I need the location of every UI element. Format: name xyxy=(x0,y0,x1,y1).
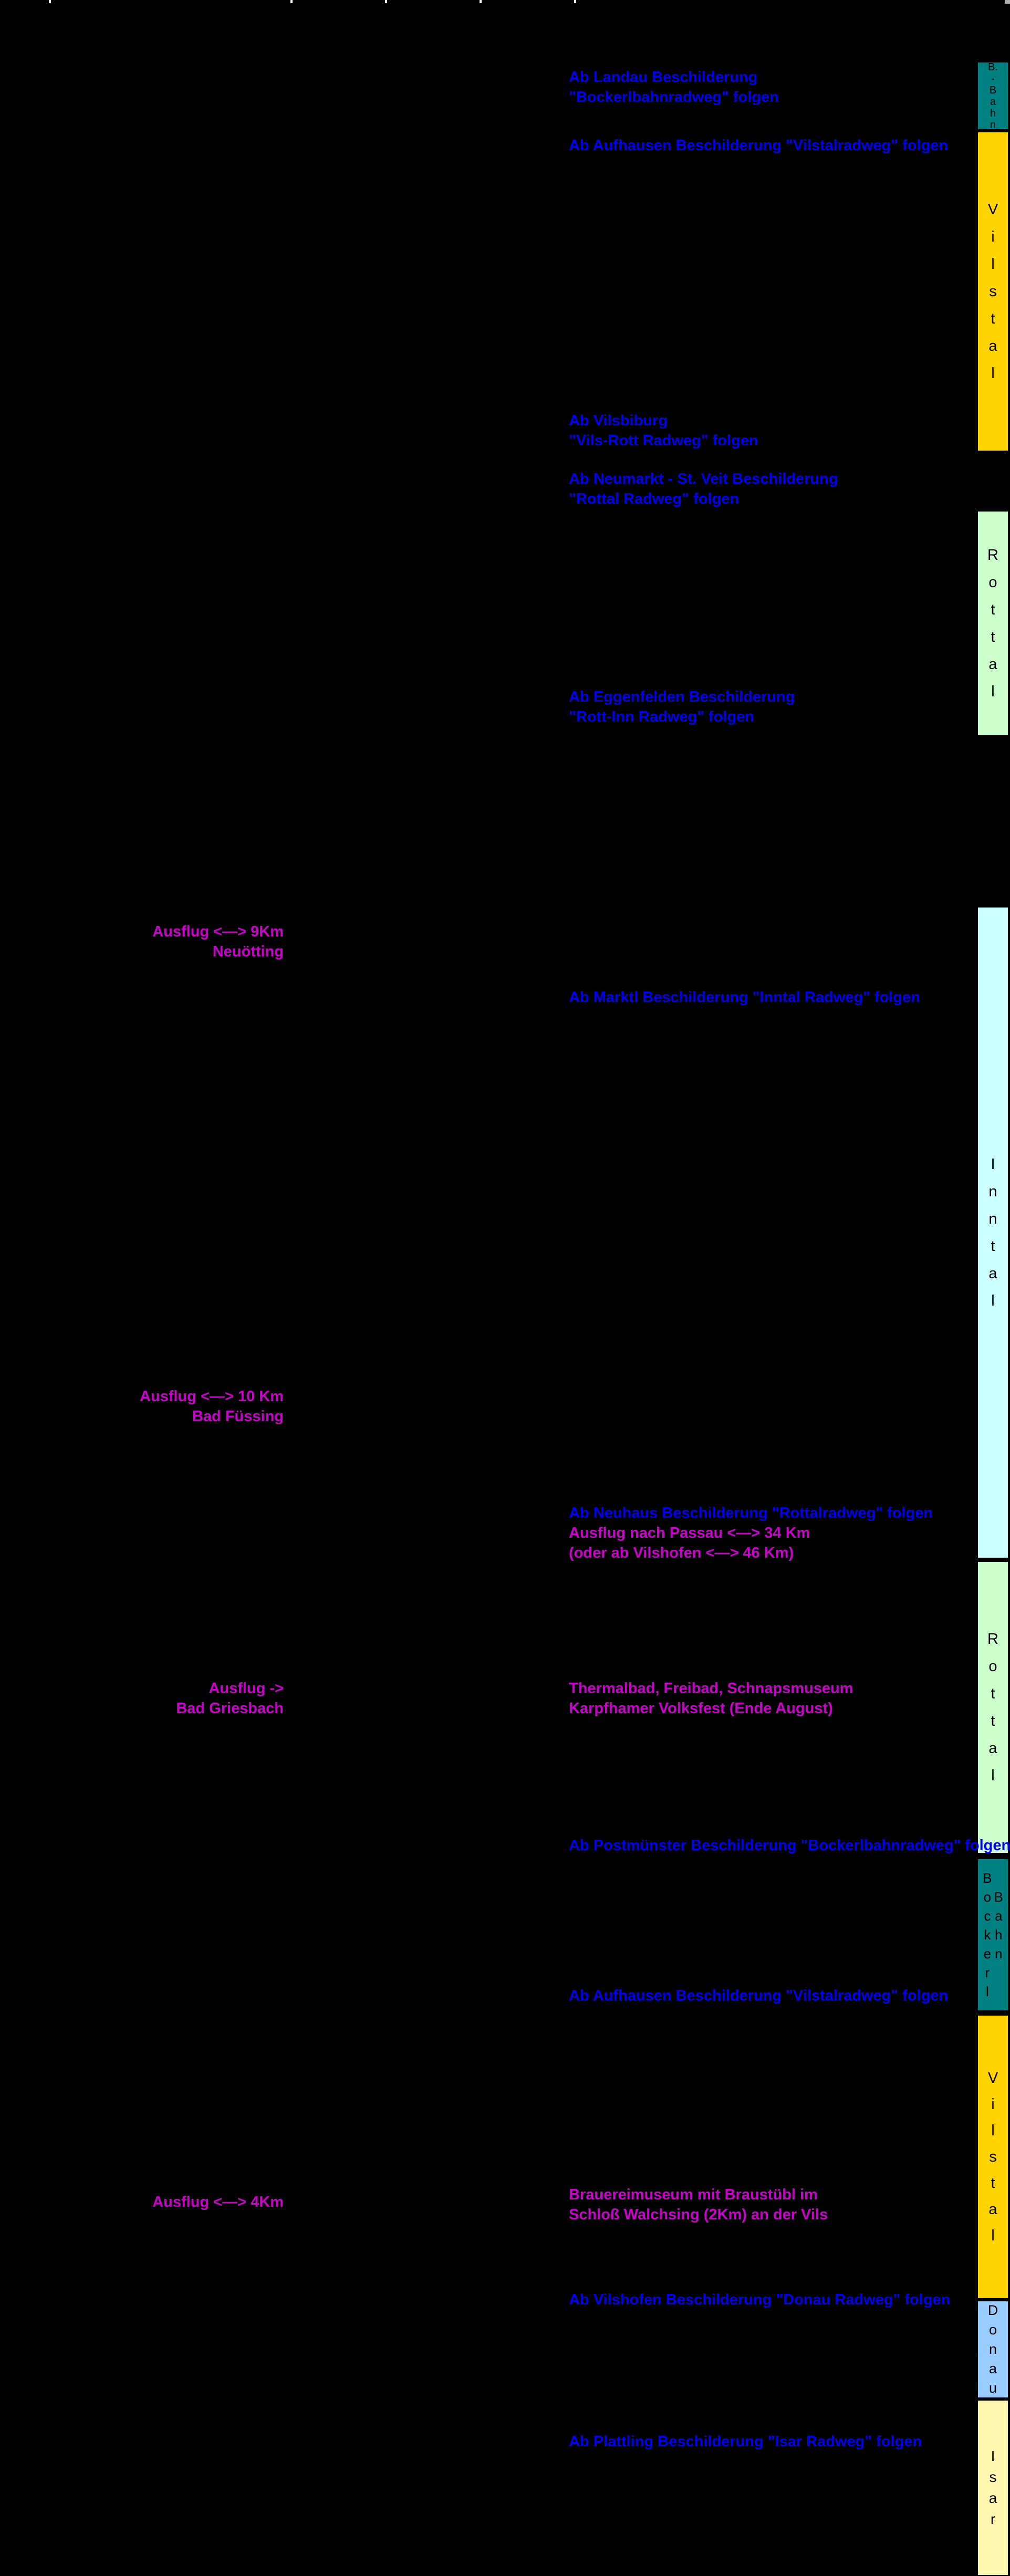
note-line: Ab Vilshofen Beschilderung "Donau Radweg… xyxy=(569,2291,951,2308)
note-line: Karpfhamer Volksfest (Ende August) xyxy=(569,1700,833,1717)
route-note-vilsbiburg: Ab Vilsbiburg "Vils-Rott Radweg" folgen xyxy=(569,411,758,451)
excursion-walchsing: Ausflug <—> 4Km xyxy=(74,2192,284,2212)
route-bar-label: I s a r xyxy=(988,2448,997,2527)
poi-thermalbad: Thermalbad, Freibad, Schnapsmuseum Karpf… xyxy=(569,1678,853,1718)
tick-mark xyxy=(290,0,293,3)
route-bar-vilstal: V i l s t a l xyxy=(977,2015,1009,2299)
route-bar-rottal: R o t t a l xyxy=(977,510,1009,736)
route-note-aufhausen-1: Ab Aufhausen Beschilderung "Vilstalradwe… xyxy=(569,135,948,155)
tick-mark xyxy=(385,0,387,3)
note-line: (oder ab Vilshofen <—> 46 Km) xyxy=(569,1545,794,1561)
route-bar-label-left: B o c k e r l xyxy=(983,1870,992,1999)
route-bar-label: V i l s t a l xyxy=(987,2070,998,2244)
route-bar-label: D o n a u xyxy=(987,2302,998,2396)
note-line: "Rott-Inn Radweg" folgen xyxy=(569,708,754,725)
note-line: Ab Landau Beschilderung xyxy=(569,69,758,86)
corner-block xyxy=(1005,0,1010,4)
note-line: Brauereimuseum mit Braustübl im xyxy=(569,2186,818,2203)
route-note-marktl: Ab Marktl Beschilderung "Inntal Radweg" … xyxy=(569,987,920,1007)
note-line: Ab Plattling Beschilderung "Isar Radweg"… xyxy=(569,2433,922,2450)
note-line: Bad Griesbach xyxy=(176,1700,284,1717)
note-line: Ab Neumarkt - St. Veit Beschilderung xyxy=(569,471,838,487)
route-note-landau: Ab Landau Beschilderung "Bockerlbahnradw… xyxy=(569,67,779,107)
route-bar-label: I n n t a l xyxy=(988,1156,997,1309)
note-line: Thermalbad, Freibad, Schnapsmuseum xyxy=(569,1680,853,1697)
route-bar-donau: D o n a u xyxy=(977,2300,1009,2398)
note-line: Ausflug nach Passau <—> 34 Km xyxy=(569,1525,810,1541)
tick-mark xyxy=(480,0,482,3)
note-line: Ab Aufhausen Beschilderung "Vilstalradwe… xyxy=(569,137,948,154)
excursion-neuoetting: Ausflug <—> 9Km Neuötting xyxy=(74,922,284,962)
note-line: Schloß Walchsing (2Km) an der Vils xyxy=(569,2206,828,2223)
note-line: Ab Vilsbiburg xyxy=(569,412,668,429)
route-bar-inntal: I n n t a l xyxy=(977,906,1009,1559)
note-line: Bad Füssing xyxy=(192,1408,284,1425)
note-line: "Rottal Radweg" folgen xyxy=(569,491,739,507)
tick-mark xyxy=(49,0,51,3)
route-note-vilshofen: Ab Vilshofen Beschilderung "Donau Radweg… xyxy=(569,2290,950,2310)
route-bar-label: R o t t a l xyxy=(987,1631,998,1784)
route-note-aufhausen-2: Ab Aufhausen Beschilderung "Vilstalradwe… xyxy=(569,1986,948,2006)
note-line: Ab Neuhaus Beschilderung "Rottalradweg" … xyxy=(569,1505,933,1521)
note-line: Ausflug <—> 4Km xyxy=(152,2194,284,2210)
route-bar-label: B. - B a h n xyxy=(988,61,998,131)
note-line: Ausflug <—> 9Km xyxy=(152,923,284,940)
note-line: Neuötting xyxy=(212,943,284,960)
poi-brauereimuseum: Brauereimuseum mit Braustübl im Schloß W… xyxy=(569,2185,828,2225)
route-bar-bockerl-bahn: B o c k e r l B a h n xyxy=(977,1858,1009,2011)
excursion-bad-griesbach: Ausflug -> Bad Griesbach xyxy=(74,1678,284,1718)
route-bar-bockerl-bahn: B. - B a h n xyxy=(977,61,1009,131)
note-line: "Bockerlbahnradweg" folgen xyxy=(569,89,779,106)
note-line: Ab Marktl Beschilderung "Inntal Radweg" … xyxy=(569,989,920,1006)
route-bar-isar: I s a r xyxy=(977,2400,1009,2576)
note-line: Ab Aufhausen Beschilderung "Vilstalradwe… xyxy=(569,1987,948,2004)
tick-mark xyxy=(574,0,576,3)
route-bar-rottal: R o t t a l xyxy=(977,1561,1009,1854)
route-bar-label: R o t t a l xyxy=(987,547,998,700)
route-bar-label: V i l s t a l xyxy=(987,201,998,382)
note-line: "Vils-Rott Radweg" folgen xyxy=(569,432,758,449)
excursion-bad-fuessing: Ausflug <—> 10 Km Bad Füssing xyxy=(74,1386,284,1426)
note-line: Ab Eggenfelden Beschilderung xyxy=(569,689,795,705)
route-note-neumarkt: Ab Neumarkt - St. Veit Beschilderung "Ro… xyxy=(569,469,838,509)
route-note-plattling: Ab Plattling Beschilderung "Isar Radweg"… xyxy=(569,2432,922,2452)
note-line: Ausflug -> xyxy=(209,1680,284,1697)
route-bar-label-right: B a h n xyxy=(994,1889,1003,1962)
route-note-postmuenster: Ab Postmünster Beschilderung "Bockerlbah… xyxy=(569,1835,1010,1855)
note-line: Ab Postmünster Beschilderung "Bockerlbah… xyxy=(569,1837,1010,1854)
route-note-neuhaus: Ab Neuhaus Beschilderung "Rottalradweg" … xyxy=(569,1503,933,1523)
note-line: Ausflug <—> 10 Km xyxy=(140,1388,284,1405)
route-note-eggenfelden: Ab Eggenfelden Beschilderung "Rott-Inn R… xyxy=(569,687,795,727)
route-bar-vilstal: V i l s t a l xyxy=(977,131,1009,452)
route-bar-label: B o c k e r l B a h n xyxy=(983,1869,1003,2001)
excursion-passau: Ausflug nach Passau <—> 34 Km (oder ab V… xyxy=(569,1523,810,1563)
